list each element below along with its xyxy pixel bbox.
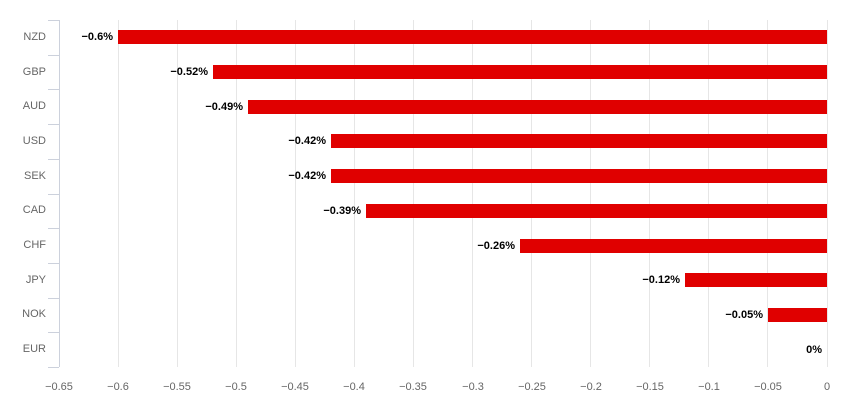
gridline — [294, 20, 296, 367]
x-axis-tick-label: −0.6 — [107, 381, 129, 393]
y-axis-tick — [48, 228, 59, 229]
bar-gbp[interactable] — [213, 65, 827, 79]
y-axis-tick — [48, 55, 59, 56]
x-axis-tick-label: −0.15 — [636, 381, 664, 393]
x-axis-tick-label: −0.35 — [399, 381, 427, 393]
bar-value-label: −0.05% — [725, 309, 763, 321]
gridline — [117, 20, 119, 367]
plot-area: −0.6% −0.52% −0.49% −0.42% −0.42% −0.39% −0.26… — [48, 20, 828, 368]
category-label-chf: CHF — [23, 239, 46, 251]
bar-nzd[interactable] — [118, 30, 827, 44]
category-label-sek: SEK — [23, 170, 46, 182]
y-axis-tick — [48, 159, 59, 160]
bar-usd[interactable] — [331, 134, 827, 148]
bar-value-label: −0.42% — [288, 135, 326, 147]
gridline — [176, 20, 178, 367]
gridline — [767, 20, 769, 367]
bar-value-label: −0.6% — [81, 31, 114, 43]
gridline — [826, 20, 828, 367]
bar-nok[interactable] — [768, 308, 827, 322]
x-axis-tick-label: −0.25 — [518, 381, 546, 393]
bar-chf[interactable] — [520, 239, 827, 253]
x-axis-tick-label: −0.5 — [225, 381, 247, 393]
y-axis-tick — [48, 20, 59, 21]
gridline — [235, 20, 237, 367]
x-axis-tick-label: −0.55 — [163, 381, 191, 393]
x-axis-tick-label: −0.45 — [281, 381, 309, 393]
bar-value-label: −0.49% — [205, 101, 243, 113]
gridline — [708, 20, 710, 367]
y-axis-tick — [48, 89, 59, 90]
category-label-usd: USD — [22, 135, 46, 147]
y-axis-tick — [48, 367, 59, 368]
y-axis-tick — [48, 194, 59, 195]
x-axis-tick-label: −0.05 — [754, 381, 782, 393]
x-axis-tick-label: −0.65 — [45, 381, 73, 393]
bar-value-label: −0.42% — [288, 170, 326, 182]
x-axis-tick-label: 0 — [823, 381, 831, 393]
bar-value-label: −0.52% — [170, 66, 208, 78]
gridline — [531, 20, 533, 367]
gridline — [590, 20, 592, 367]
category-label-gbp: GBP — [22, 66, 46, 78]
gridline — [649, 20, 651, 367]
category-label-nok: NOK — [22, 308, 46, 320]
bar-value-label: −0.26% — [477, 240, 515, 252]
bar-sek[interactable] — [331, 169, 827, 183]
x-axis-tick-label: −0.2 — [580, 381, 602, 393]
y-axis-tick — [48, 298, 59, 299]
category-label-cad: CAD — [22, 204, 46, 216]
y-axis-line — [59, 20, 60, 367]
category-label-nzd: NZD — [23, 31, 46, 43]
gridline — [353, 20, 355, 367]
bar-value-label: −0.39% — [323, 205, 361, 217]
bar-value-label: −0.12% — [642, 274, 680, 286]
category-label-jpy: JPY — [25, 274, 46, 286]
bar-value-label: 0% — [806, 344, 822, 356]
y-axis-tick — [48, 124, 59, 125]
y-axis-tick — [48, 263, 59, 264]
x-axis-tick-label: −0.3 — [462, 381, 484, 393]
bar-jpy[interactable] — [685, 273, 827, 287]
x-axis-tick-label: −0.1 — [698, 381, 720, 393]
category-label-eur: EUR — [22, 343, 46, 355]
gridline — [472, 20, 474, 367]
bar-aud[interactable] — [248, 100, 827, 114]
gridline — [412, 20, 414, 367]
bar-cad[interactable] — [366, 204, 827, 218]
category-label-aud: AUD — [22, 100, 46, 112]
y-axis-tick — [48, 332, 59, 333]
x-axis-tick-label: −0.4 — [343, 381, 365, 393]
